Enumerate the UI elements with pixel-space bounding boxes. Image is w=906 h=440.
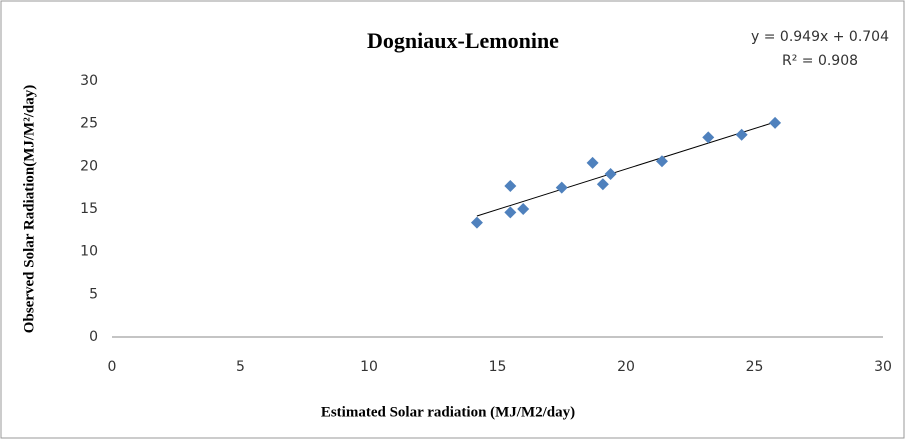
chart-title: Dogniaux-Lemonine (367, 28, 559, 53)
y-tick-label: 20 (80, 158, 98, 174)
y-tick-label: 5 (89, 286, 98, 302)
y-tick-label: 15 (80, 201, 98, 217)
x-tick-label: 0 (108, 359, 117, 375)
y-tick-label: 25 (80, 116, 98, 132)
x-tick-label: 10 (360, 359, 378, 375)
point (504, 206, 517, 219)
x-tick-label: 20 (617, 359, 635, 375)
x-tick-label: 25 (746, 359, 764, 375)
x-tick-label: 5 (236, 359, 245, 375)
point (470, 216, 483, 229)
x-axis-title: Estimated Solar radiation (MJ/M2/day) (321, 404, 575, 420)
point (604, 168, 617, 181)
y-tick-label: 0 (89, 329, 98, 345)
point (655, 155, 668, 168)
point (735, 128, 748, 141)
point (596, 178, 609, 191)
x-tick-label: 15 (489, 359, 507, 375)
y-tick-label: 10 (80, 244, 98, 260)
point (586, 156, 599, 169)
trendline (476, 121, 776, 217)
equation: y = 0.949x + 0.704 (751, 29, 889, 45)
r-squared: R² = 0.908 (782, 53, 858, 69)
point (555, 181, 568, 194)
point (517, 203, 530, 215)
y-tick-label: 30 (80, 73, 98, 89)
x-tick-label: 30 (874, 359, 892, 375)
point (702, 131, 715, 144)
y-axis-title: Observed Solar Radiation(MJ/M²/day) (21, 85, 37, 333)
point (504, 179, 517, 192)
point (769, 116, 782, 129)
